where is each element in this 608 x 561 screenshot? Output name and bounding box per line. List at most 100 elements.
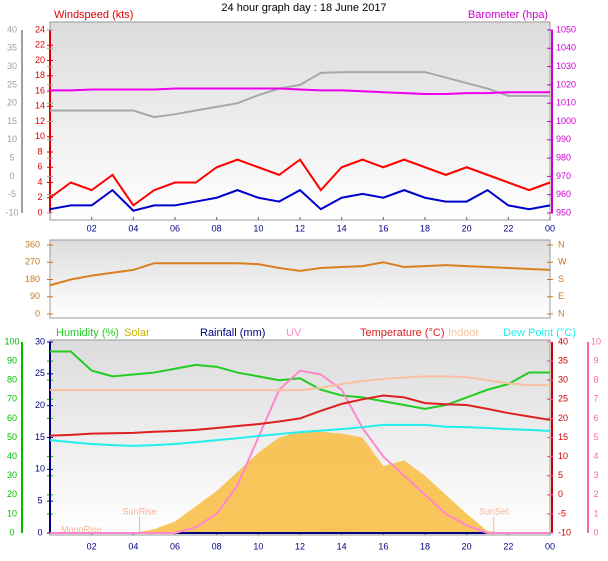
- legend-entry: Dew Point (°C): [503, 327, 576, 339]
- y2-tick-label: 1020: [556, 79, 576, 89]
- series-line: [49, 188, 551, 212]
- x-tick-label: 18: [420, 223, 430, 233]
- y3-tick-label: 10: [35, 464, 45, 474]
- y2-tick-label: S: [558, 274, 564, 284]
- y3-tick-label: -10: [5, 207, 18, 217]
- y2-tick-label: 25: [558, 394, 568, 404]
- y3-tick-label: 25: [35, 368, 45, 378]
- x-tick-label: 08: [212, 223, 222, 233]
- x-tick-label: 10: [253, 223, 263, 233]
- series-line: [50, 87, 550, 96]
- y-tick-label: 60: [7, 413, 17, 423]
- y-tick-label: 30: [7, 470, 17, 480]
- y4-tick-label: 3: [593, 470, 598, 480]
- y-tick-label: 16: [35, 85, 45, 95]
- y-tick-label: 90: [7, 355, 17, 365]
- series-line: [49, 158, 551, 207]
- y4-tick-label: 1: [593, 508, 598, 518]
- y3-tick-label: 0: [37, 527, 42, 537]
- y2-tick-label: 10: [558, 451, 568, 461]
- y2-tick-label: 0: [558, 489, 563, 499]
- y2-tick-label: 1030: [556, 61, 576, 71]
- x-tick-label: 02: [87, 223, 97, 233]
- annotation: MoonRise: [61, 524, 102, 534]
- y-tick-label: 0: [9, 527, 14, 537]
- y3-tick-label: 35: [7, 43, 17, 53]
- y4-tick-label: 10: [591, 336, 601, 346]
- y-tick-label: 100: [4, 336, 19, 346]
- series-line: [49, 423, 551, 447]
- x-tick-label: 00: [545, 223, 555, 233]
- y3-tick-label: 30: [7, 61, 17, 71]
- y2-tick-label: 30: [558, 375, 568, 385]
- x-tick-label: 18: [420, 541, 430, 551]
- y-tick-label: 40: [7, 451, 17, 461]
- x-tick-label: 22: [503, 541, 513, 551]
- plot-background: [49, 239, 551, 319]
- y3-tick-label: 40: [7, 24, 17, 34]
- y-axis-label: Windspeed (kts): [54, 9, 133, 21]
- y-tick-label: 180: [25, 274, 40, 284]
- x-tick-label: 16: [378, 223, 388, 233]
- y2-tick-label: 5: [558, 470, 563, 480]
- y2-tick-label: 970: [556, 171, 571, 181]
- y-tick-label: 4: [37, 177, 42, 187]
- y2-tick-label: 20: [558, 413, 568, 423]
- y4-tick-label: 5: [593, 432, 598, 442]
- legend-entry: UV: [286, 327, 302, 339]
- x-tick-label: 06: [170, 223, 180, 233]
- y4-tick-label: 9: [593, 355, 598, 365]
- y2-tick-label: 15: [558, 432, 568, 442]
- y-tick-label: 8: [37, 146, 42, 156]
- series-line: [49, 261, 551, 287]
- x-tick-label: 08: [212, 541, 222, 551]
- y-tick-label: 2: [37, 192, 42, 202]
- y2-tick-label: -10: [558, 527, 571, 537]
- y3-tick-label: 30: [35, 336, 45, 346]
- series-area: [50, 431, 550, 533]
- x-tick-label: 04: [128, 541, 138, 551]
- y-tick-label: 270: [25, 257, 40, 267]
- x-tick-label: 12: [295, 541, 305, 551]
- y2-tick-label: 950: [556, 207, 571, 217]
- series-line: [50, 350, 550, 410]
- legend-entry: Indoor: [448, 327, 480, 339]
- x-tick-label: 14: [337, 223, 347, 233]
- legend-entry: Rainfall (mm): [200, 327, 265, 339]
- legend-entry: Humidity (%): [56, 327, 119, 339]
- y-tick-label: 50: [7, 432, 17, 442]
- y4-tick-label: 4: [593, 451, 598, 461]
- y3-tick-label: 0: [9, 171, 14, 181]
- y-tick-label: 0: [37, 207, 42, 217]
- y-tick-label: 22: [35, 40, 45, 50]
- y3-tick-label: 5: [37, 496, 42, 506]
- annotation: SunRise: [123, 506, 157, 516]
- series-line: [50, 71, 550, 119]
- series-line: [50, 369, 550, 534]
- x-tick-label: 20: [462, 541, 472, 551]
- series-line: [50, 375, 550, 392]
- y-tick-label: 0: [35, 308, 40, 318]
- y2-tick-label: W: [558, 257, 567, 267]
- y2-tick-label: 1000: [556, 116, 576, 126]
- y2-tick-label: 40: [558, 336, 568, 346]
- x-tick-label: 20: [462, 223, 472, 233]
- y-tick-label: 24: [35, 24, 45, 34]
- y3-tick-label: -5: [8, 189, 16, 199]
- y3-tick-label: 20: [35, 400, 45, 410]
- y-tick-label: 20: [7, 489, 17, 499]
- y-tick-label: 6: [37, 162, 42, 172]
- y2-tick-label: N: [558, 239, 565, 249]
- y2-tick-label: 1010: [556, 98, 576, 108]
- y3-tick-label: 10: [7, 134, 17, 144]
- y3-tick-label: 5: [9, 152, 14, 162]
- x-tick-label: 00: [545, 541, 555, 551]
- y3-tick-label: 25: [7, 79, 17, 89]
- y3-tick-label: 15: [35, 432, 45, 442]
- y4-tick-label: 0: [593, 527, 598, 537]
- x-tick-label: 02: [87, 541, 97, 551]
- y2-tick-label: 1040: [556, 43, 576, 53]
- y3-tick-label: 20: [7, 98, 17, 108]
- y-tick-label: 10: [7, 508, 17, 518]
